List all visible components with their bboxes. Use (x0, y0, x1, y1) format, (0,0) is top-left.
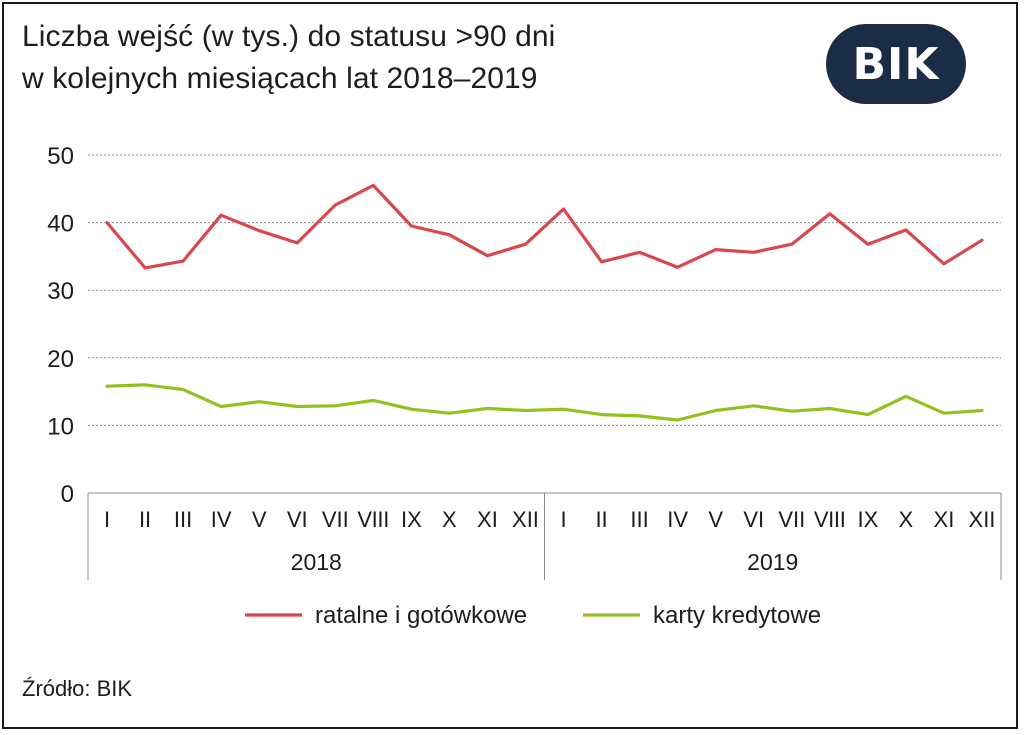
x-tick-label: VIII (357, 507, 389, 532)
chart-title-line-2: w kolejnych miesiącach lat 2018–2019 (22, 62, 538, 95)
x-tick-label: IX (857, 507, 878, 532)
x-tick-label: III (174, 507, 192, 532)
x-tick-label: VI (287, 507, 308, 532)
x-group-label: 2019 (747, 549, 798, 575)
x-tick-label: IV (667, 507, 688, 532)
x-tick-label: I (104, 507, 110, 532)
x-tick-label: VI (743, 507, 764, 532)
x-tick-label: VII (778, 507, 805, 532)
x-tick-label: X (899, 507, 914, 532)
series-line (105, 183, 984, 270)
x-tick-label: XI (477, 507, 498, 532)
x-tick-label: II (595, 507, 607, 532)
x-tick-label: V (708, 507, 723, 532)
y-tick-label: 30 (47, 278, 74, 305)
y-tick-label: 10 (47, 413, 74, 440)
x-tick-label: II (139, 507, 151, 532)
x-tick-label: X (442, 507, 457, 532)
legend-label: ratalne i gotówkowe (315, 602, 527, 629)
legend-label: karty kredytowe (653, 602, 821, 629)
x-tick-label: XII (512, 507, 539, 532)
x-tick-label: V (252, 507, 267, 532)
x-tick-label: XII (969, 507, 996, 532)
x-tick-label: IV (211, 507, 232, 532)
y-tick-label: 0 (61, 481, 74, 508)
y-tick-label: 50 (47, 143, 74, 170)
source-note: Źródło: BIK (22, 676, 133, 701)
x-tick-label: I (560, 507, 566, 532)
x-tick-label: XI (934, 507, 955, 532)
x-group-label: 2018 (291, 549, 342, 575)
x-tick-label: VIII (814, 507, 846, 532)
x-tick-label: III (630, 507, 648, 532)
x-tick-label: VII (322, 507, 349, 532)
series-line (105, 383, 984, 422)
bik-logo-text: BIK (852, 38, 940, 90)
bik-logo: BIK (826, 24, 966, 104)
chart-title-line-1: Liczba wejść (w tys.) do statusu >90 dni (22, 20, 556, 53)
y-tick-label: 20 (47, 346, 74, 373)
x-tick-label: IX (401, 507, 422, 532)
y-tick-label: 40 (47, 211, 74, 238)
